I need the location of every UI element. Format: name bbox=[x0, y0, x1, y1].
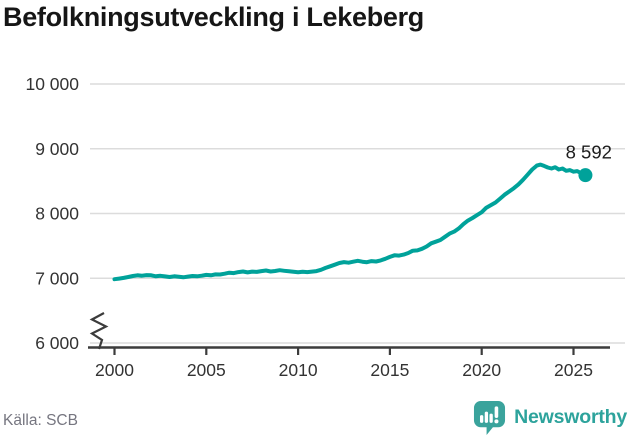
end-value-label: 8 592 bbox=[566, 142, 612, 163]
x-tick-label: 2010 bbox=[279, 360, 318, 380]
chart-title: Befolkningsutveckling i Lekeberg bbox=[3, 2, 425, 32]
y-tick-label: 6 000 bbox=[35, 333, 79, 353]
x-tick-label: 2005 bbox=[187, 360, 226, 380]
x-tick-label: 2000 bbox=[95, 360, 134, 380]
axis-break-icon bbox=[89, 312, 109, 350]
x-tick-label: 2020 bbox=[462, 360, 501, 380]
x-tick-label: 2015 bbox=[370, 360, 409, 380]
y-tick-label: 7 000 bbox=[35, 268, 79, 288]
newsworthy-speech-bubble-bars-icon bbox=[474, 400, 506, 435]
population-line bbox=[112, 162, 588, 282]
y-tick-label: 8 000 bbox=[35, 204, 79, 224]
end-point-marker bbox=[578, 168, 593, 183]
newsworthy-logo-text: Newsworthy bbox=[514, 405, 627, 428]
y-tick-label: 9 000 bbox=[35, 139, 79, 159]
source-label: Källa: SCB bbox=[3, 412, 78, 429]
y-tick-label: 10 000 bbox=[25, 74, 79, 94]
x-tick-label: 2025 bbox=[554, 360, 593, 380]
newsworthy-logo: Newsworthy bbox=[473, 399, 627, 435]
